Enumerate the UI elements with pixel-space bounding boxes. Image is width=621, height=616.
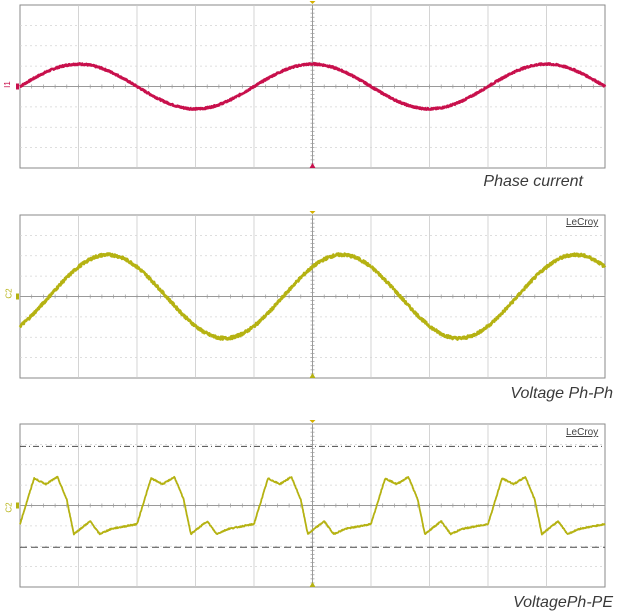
scope-panel-phase-current: I1 Phase current	[0, 0, 621, 196]
trigger-marker-bottom	[309, 373, 316, 378]
brand-label: LeCroy	[566, 427, 599, 438]
channel-label: C2	[4, 288, 14, 299]
plot-caption: Phase current	[483, 173, 583, 190]
waveform-trace	[18, 252, 607, 341]
waveform-trace	[19, 475, 606, 536]
scope-plot	[16, 1, 607, 169]
scope-panel-voltage-ph-pe: LeCroy C2 VoltagePh-PE	[0, 417, 621, 616]
scope-panel-voltage-ph-ph: LeCroy C2 Voltage Ph-Ph	[0, 203, 621, 413]
channel-ground-marker	[16, 502, 19, 509]
trigger-marker-bottom	[309, 163, 316, 168]
scope-plot	[16, 420, 606, 588]
channel-label: C2	[4, 502, 14, 513]
trigger-marker-bottom	[309, 582, 316, 587]
channel-label: I1	[2, 81, 12, 88]
plot-caption: Voltage Ph-Ph	[510, 385, 613, 402]
trigger-marker-top	[309, 211, 316, 214]
brand-label: LeCroy	[566, 217, 599, 228]
plot-caption: VoltagePh-PE	[513, 594, 613, 611]
trigger-marker-top	[309, 420, 316, 423]
channel-ground-marker	[16, 293, 19, 300]
channel-ground-marker	[16, 83, 19, 90]
trigger-marker-top	[309, 1, 316, 4]
waveform-trace	[19, 62, 607, 111]
scope-plot	[16, 211, 607, 379]
